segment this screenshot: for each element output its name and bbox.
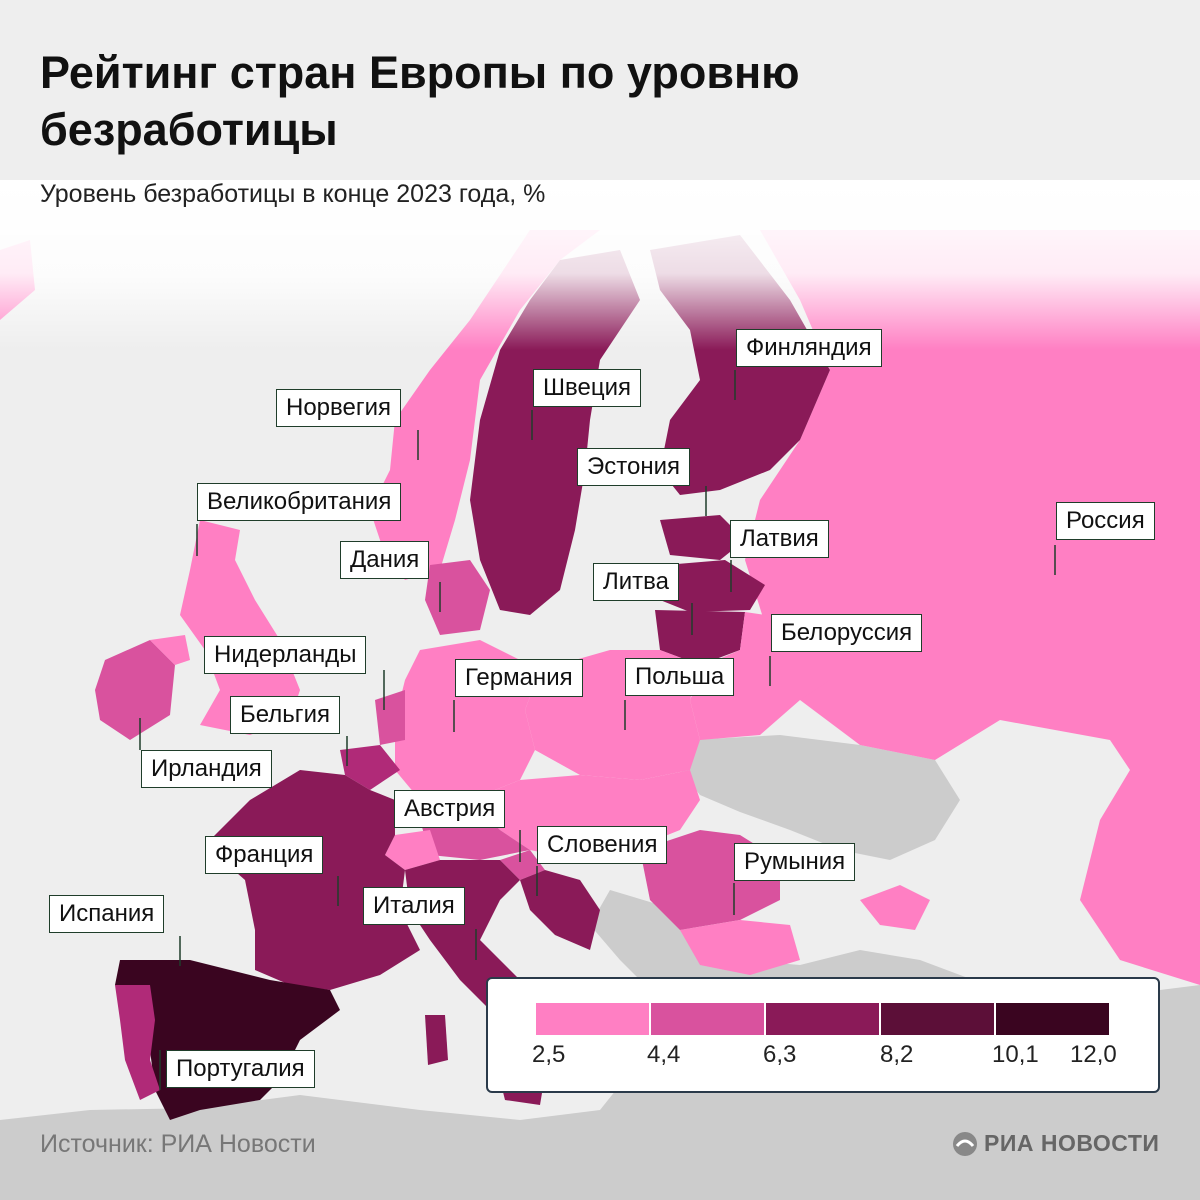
- label-russia: Россия: [1056, 502, 1155, 540]
- legend-tick-3: 6,3: [763, 1041, 797, 1068]
- label-italy: Италия: [363, 887, 465, 925]
- label-ireland: Ирландия: [141, 750, 272, 788]
- region-switzerland: [385, 830, 440, 870]
- label-poland: Польша: [625, 658, 735, 696]
- region-portugal: [115, 985, 160, 1100]
- legend-swatch-4: [881, 1003, 994, 1035]
- label-slovenia: Словения: [537, 826, 668, 864]
- region-latvia: [660, 560, 765, 612]
- region-bulgaria: [680, 920, 800, 975]
- leader-lines: [139, 370, 1056, 1090]
- label-norway: Норвегия: [276, 389, 402, 427]
- label-austria: Австрия: [394, 790, 506, 828]
- region-netherlands: [375, 690, 405, 745]
- label-denmark: Дания: [340, 541, 430, 579]
- legend-swatch-2: [651, 1003, 764, 1035]
- region-uk: [180, 520, 300, 735]
- region-northern-ireland: [150, 635, 190, 665]
- brand-text: РИА НОВОСТИ: [984, 1130, 1160, 1156]
- label-belarus: Белоруссия: [771, 614, 923, 652]
- legend-tick-2: 4,4: [647, 1041, 681, 1068]
- region-lithuania: [655, 610, 745, 665]
- region-denmark: [425, 560, 490, 635]
- label-spain: Испания: [49, 895, 165, 933]
- label-lithuania: Литва: [593, 563, 679, 601]
- legend-tick-5: 10,1: [992, 1041, 1039, 1068]
- label-finland: Финляндия: [736, 329, 882, 367]
- region-russia-crimea-area: [860, 885, 930, 930]
- region-belgium: [340, 745, 400, 790]
- color-legend: 2,5 4,4 6,3 8,2 10,1 12,0: [486, 977, 1160, 1093]
- label-germany: Германия: [455, 659, 583, 697]
- label-netherlands: Нидерланды: [204, 636, 367, 674]
- page-title: Рейтинг стран Европы по уровню безработи…: [40, 47, 800, 155]
- legend-tick-4: 8,2: [880, 1041, 914, 1068]
- label-romania: Румыния: [734, 843, 856, 881]
- source-note: Источник: РИА Новости: [40, 1130, 316, 1158]
- legend-tick-1: 2,5: [532, 1041, 566, 1068]
- region-norway: [370, 230, 600, 580]
- ria-logo-icon: [953, 1131, 977, 1156]
- region-france: [205, 770, 420, 990]
- region-estonia: [660, 515, 745, 560]
- legend-tick-6: 12,0: [1070, 1041, 1117, 1068]
- legend-swatch-3: [766, 1003, 879, 1035]
- region-slovenia: [500, 850, 545, 880]
- page-subtitle: Уровень безработицы в конце 2023 года, %: [40, 180, 546, 208]
- region-sardinia: [425, 1015, 448, 1065]
- label-belgium: Бельгия: [230, 696, 340, 734]
- label-portugal: Португалия: [166, 1050, 315, 1088]
- region-ireland: [95, 640, 175, 740]
- legend-swatch-5: [996, 1003, 1109, 1035]
- label-latvia: Латвия: [730, 520, 829, 558]
- region-russia: [745, 230, 1200, 985]
- label-sweden: Швеция: [533, 369, 641, 407]
- legend-swatch-1: [536, 1003, 649, 1035]
- label-france: Франция: [205, 836, 324, 874]
- region-croatia: [520, 870, 600, 950]
- brand-logo: РИА НОВОСТИ: [952, 1130, 1159, 1157]
- label-uk: Великобритания: [197, 483, 402, 521]
- top-fade: [0, 180, 1200, 350]
- label-estonia: Эстония: [577, 448, 690, 486]
